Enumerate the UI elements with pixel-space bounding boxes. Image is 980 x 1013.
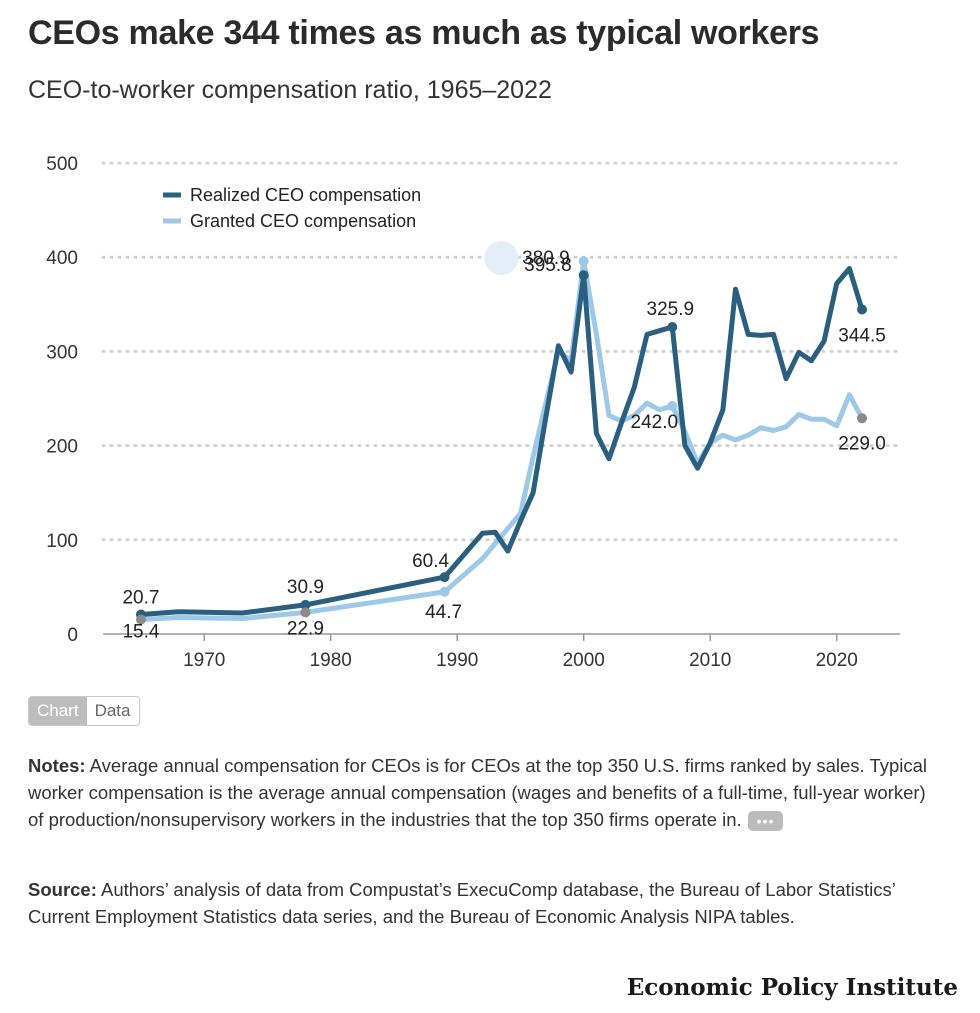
data-label-20-7: 20.7 — [122, 588, 159, 609]
data-label-60-4: 60.4 — [412, 551, 449, 572]
chart-title: CEOs make 344 times as much as typical w… — [28, 14, 820, 52]
data-label-242-0: 242.0 — [631, 412, 679, 433]
x-tick-label-1980: 1980 — [310, 650, 352, 671]
data-marker-30-9 — [300, 599, 311, 610]
data-marker-242-0 — [667, 401, 678, 412]
data-label-325-9: 325.9 — [647, 299, 695, 320]
legend-label-granted: Granted CEO compensation — [190, 211, 416, 231]
y-tick-label-300: 300 — [46, 342, 78, 363]
data-label-15-4: 15.4 — [122, 621, 159, 642]
data-label-395-8: 395.8 — [524, 255, 572, 276]
data-view-button[interactable]: Data — [86, 697, 139, 725]
y-tick-label-100: 100 — [46, 531, 78, 552]
data-marker-395-8 — [578, 256, 589, 267]
view-toggle: Chart Data — [28, 696, 140, 726]
hover-highlight — [484, 241, 519, 276]
notes-text: Average annual compensation for CEOs is … — [28, 755, 928, 830]
x-tick-label-2010: 2010 — [689, 650, 731, 671]
notes-label: Notes: — [28, 755, 86, 776]
data-marker-325-9 — [667, 322, 678, 333]
chart-view-button[interactable]: Chart — [29, 697, 87, 725]
data-label-229-0: 229.0 — [838, 433, 886, 454]
data-label-344-5: 344.5 — [838, 325, 886, 346]
data-marker-344-5 — [857, 304, 868, 315]
x-tick-label-2000: 2000 — [563, 650, 605, 671]
x-tick-label-1970: 1970 — [183, 650, 225, 671]
legend-label-realized: Realized CEO compensation — [190, 185, 421, 205]
data-marker-22-9 — [300, 607, 311, 618]
y-tick-label-0: 0 — [67, 625, 78, 646]
legend: Realized CEO compensation Granted CEO com… — [163, 185, 421, 231]
y-tick-label-200: 200 — [46, 437, 78, 458]
series-line-realized — [138, 266, 865, 617]
axes: 0 100 200 300 400 500 1970 1980 1990 2000 2010 2020 — [46, 154, 900, 671]
source: Source: Authors’ analysis of data from C… — [28, 876, 940, 930]
brand-logo-text: Economic Policy Institute — [626, 974, 958, 1001]
line-chart: 0 100 200 300 400 500 1970 1980 1990 2000 2010 2020… — [46, 154, 902, 671]
data-marker-229-0 — [857, 413, 868, 424]
data-label-30-9: 30.9 — [287, 577, 324, 598]
data-marker-380-9 — [578, 270, 589, 281]
source-label: Source: — [28, 879, 97, 900]
data-label-380-9: 380.9 — [522, 248, 570, 269]
more-notes-button[interactable]: ••• — [747, 811, 784, 832]
source-text: Authors’ analysis of data from Compustat… — [28, 879, 896, 927]
markers — [135, 256, 868, 625]
data-marker-60-4 — [439, 572, 450, 583]
x-tick-label-1990: 1990 — [436, 650, 478, 671]
y-tick-label-400: 400 — [46, 248, 78, 269]
x-tick-label-2020: 2020 — [816, 650, 858, 671]
series-line-granted — [138, 258, 865, 622]
series — [138, 241, 865, 622]
notes: Notes: Average annual compensation for C… — [28, 752, 940, 833]
chart-subtitle: CEO-to-worker compensation ratio, 1965–2… — [28, 76, 552, 104]
data-marker-15-4 — [135, 614, 146, 625]
data-label-22-9: 22.9 — [287, 618, 324, 639]
y-tick-label-500: 500 — [46, 154, 78, 175]
data-marker-44-7 — [439, 586, 450, 597]
data-label-44-7: 44.7 — [425, 602, 462, 623]
